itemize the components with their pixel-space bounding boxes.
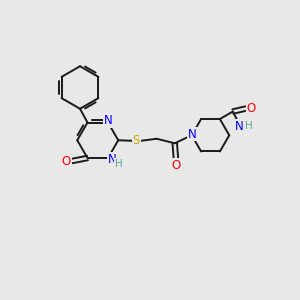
Text: S: S bbox=[133, 134, 140, 147]
Text: N: N bbox=[235, 119, 244, 133]
Text: N: N bbox=[188, 128, 197, 140]
Text: O: O bbox=[62, 154, 71, 167]
Text: H: H bbox=[115, 158, 122, 169]
Text: N: N bbox=[108, 153, 117, 166]
Text: N: N bbox=[104, 114, 113, 127]
Text: O: O bbox=[247, 102, 256, 115]
Text: O: O bbox=[171, 158, 181, 172]
Text: H: H bbox=[245, 121, 253, 131]
